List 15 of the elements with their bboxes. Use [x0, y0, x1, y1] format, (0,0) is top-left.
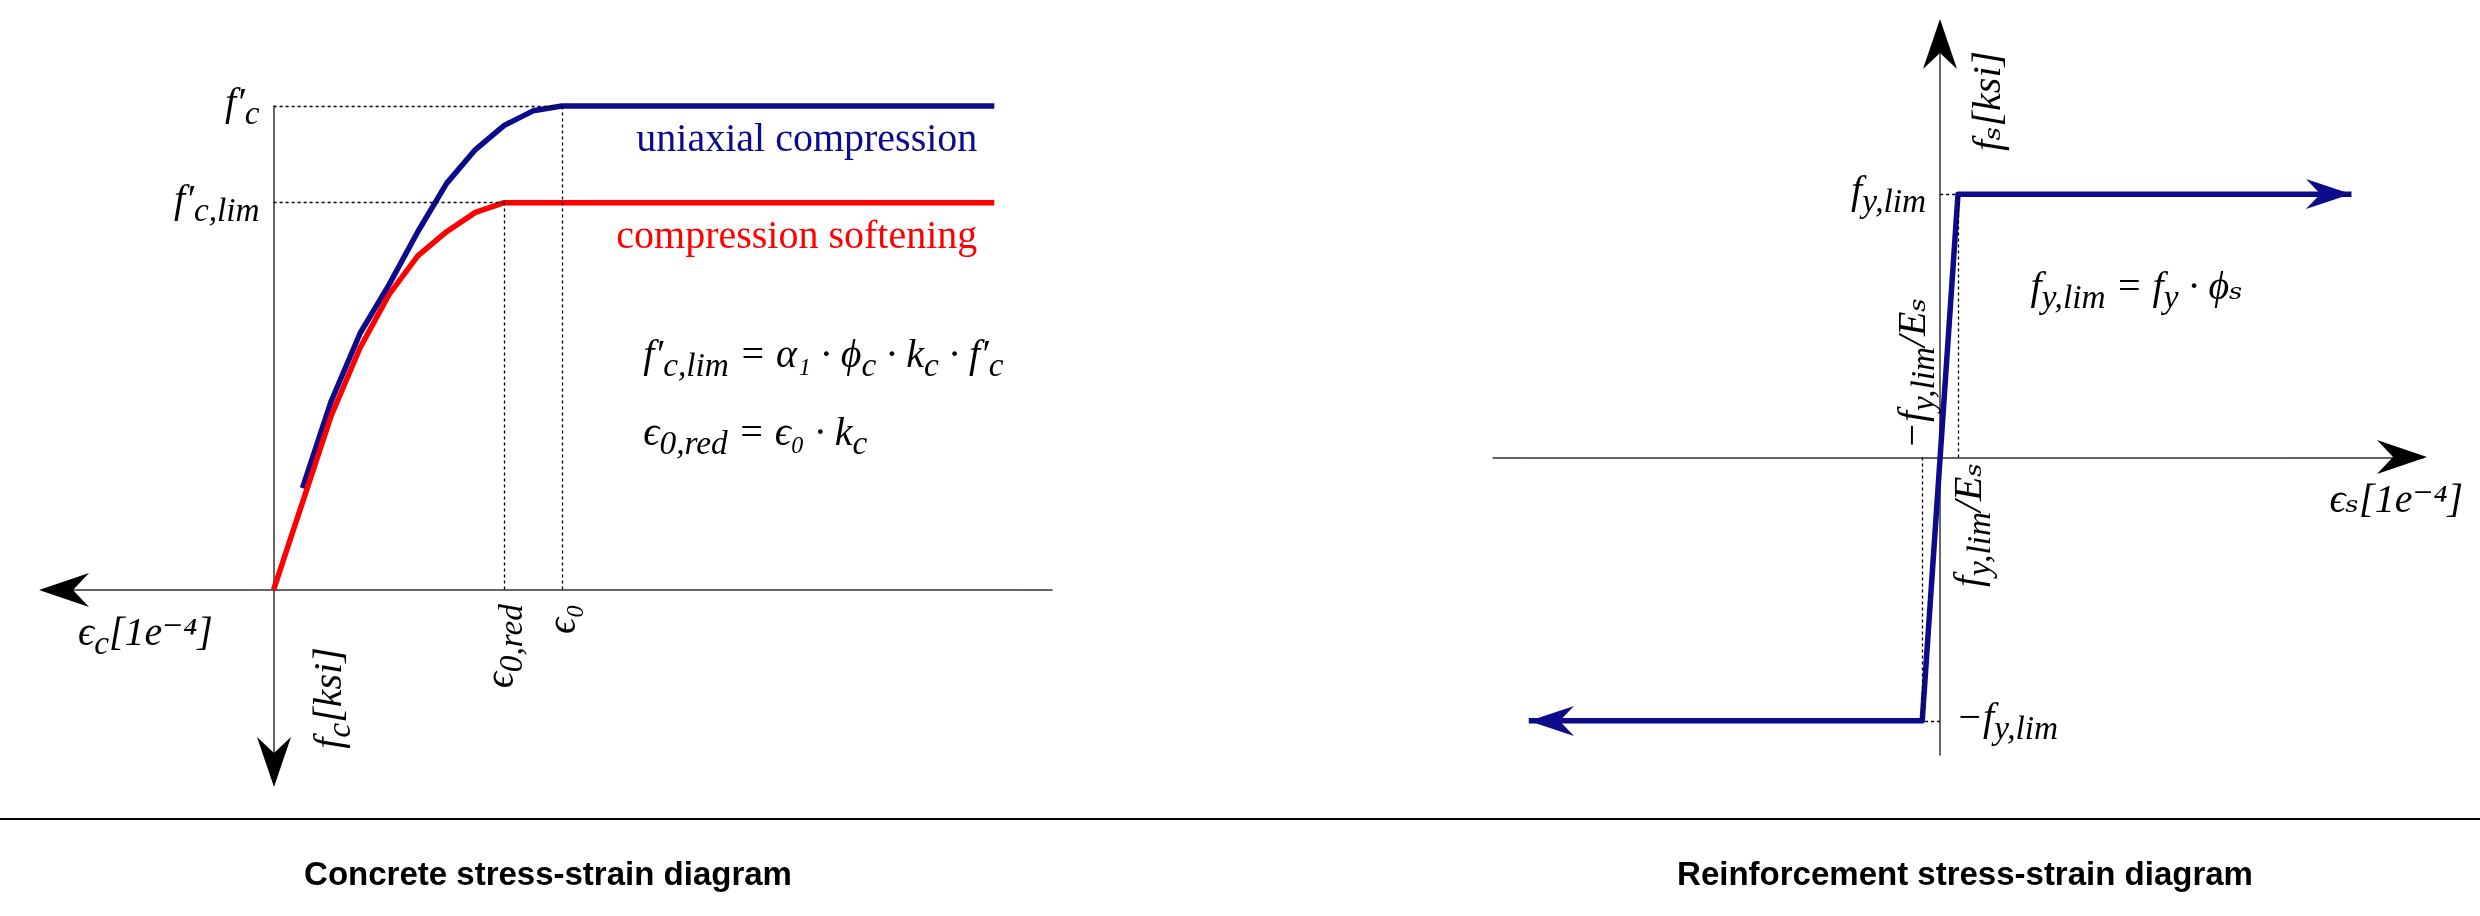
x-axis-title: ϵ$_{c}$[1e⁻⁴] — [78, 608, 213, 663]
y-axis-title: fₛ[ksi] — [1964, 50, 2011, 152]
annotation: f′$_{c,lim}$ = α₁ · ϕ$_{c}$ · k$_{c}$ · f′$_{c}$ — [643, 331, 1004, 385]
series-label: uniaxial compression — [636, 115, 978, 161]
x-axis-title: ϵₛ[1e⁻⁴] — [2329, 476, 2463, 523]
text: Reinforcement stress-strain diagram — [1677, 855, 2253, 892]
annotation: f$_{y,lim}$ — [1851, 167, 1927, 221]
annotation: −f$_{y,lim}$ — [1956, 694, 2059, 748]
annotation: f$_{y,lim}$ = f$_{y}$ · ϕₛ — [2030, 263, 2243, 317]
annotation: f′$_{c}$ — [224, 79, 260, 133]
text: Concrete stress-strain diagram — [304, 855, 792, 892]
annotation: f′$_{c,lim}$ — [174, 176, 260, 230]
annotation: ϵ$_{0,red}$ = ϵ₀ · k$_{c}$ — [643, 409, 868, 463]
x-tick-label: ϵ₀ — [538, 603, 585, 634]
series-label: compression softening — [616, 211, 978, 258]
